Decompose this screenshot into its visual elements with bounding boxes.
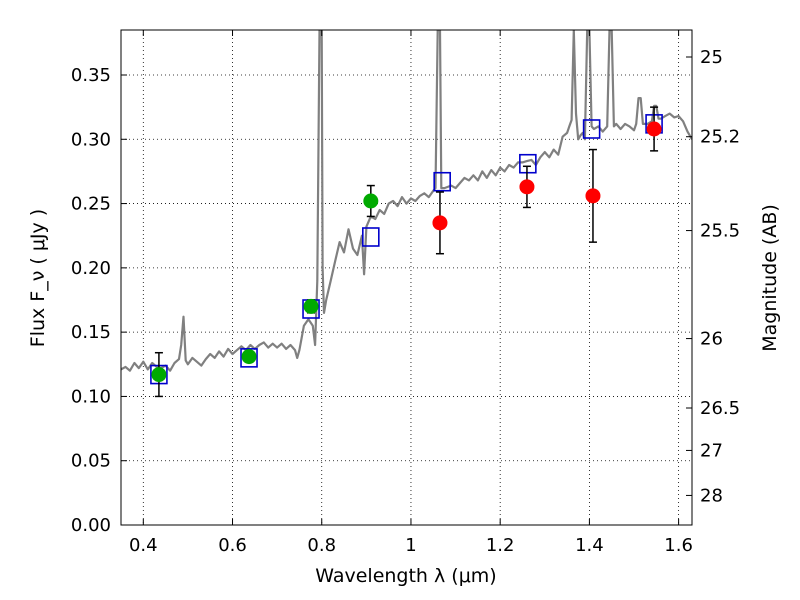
x-tick-label: 0.8 <box>307 535 336 556</box>
red-data-point <box>519 179 535 195</box>
y2-tick-label: 26.5 <box>700 398 740 419</box>
grid <box>121 30 692 526</box>
y2-tick-label: 28 <box>700 485 723 506</box>
plot-area <box>121 30 692 398</box>
y-tick-label: 0.20 <box>71 258 111 279</box>
red-data-point <box>585 188 601 204</box>
model-square-point <box>362 227 380 247</box>
y-tick-label: 0.25 <box>71 194 111 215</box>
plot-frame <box>120 29 693 526</box>
model-square-point <box>240 348 258 368</box>
y-tick-label: 0.15 <box>71 322 111 343</box>
x-axis-label: Wavelength λ (μm) <box>315 565 496 587</box>
x-tick-label: 1.2 <box>486 535 515 556</box>
y2-tick-label: 26 <box>700 329 723 350</box>
x-tick-label: 1 <box>405 535 416 556</box>
green-data-point <box>241 349 257 365</box>
y-tick-label: 0.30 <box>71 129 111 150</box>
x-tick-label: 1.6 <box>664 535 693 556</box>
x-tick-label: 1.4 <box>575 535 604 556</box>
red-data-point <box>432 215 448 231</box>
green-data-point <box>363 193 379 209</box>
green-data-point <box>303 298 319 314</box>
y-tick-label: 0.35 <box>71 65 111 86</box>
x-tick-label: 0.6 <box>218 535 247 556</box>
spectrum-line <box>121 30 692 372</box>
model-square-point <box>582 119 601 139</box>
red-data-point <box>646 121 662 137</box>
model-square-point <box>519 153 537 174</box>
y-tick-label: 0.10 <box>71 386 111 407</box>
model-square-point <box>433 171 451 192</box>
green-data-point <box>151 367 167 383</box>
y2-tick-label: 27 <box>700 440 723 461</box>
y-tick-label: 0.05 <box>71 451 111 472</box>
axis-ticks: 0.4 0.6 0.8 1 1.2 1.4 1.6 0.00 0.05 0.10 0.15 0.20 0… <box>71 30 740 556</box>
y2-axis-label: Magnitude (AB) <box>759 204 781 352</box>
x-tick-label: 0.4 <box>129 535 158 556</box>
y-tick-label: 0.00 <box>71 515 111 536</box>
y2-tick-label: 25 <box>700 47 723 68</box>
y-axis-label: Flux F_ν ( μJy ) <box>27 209 49 347</box>
y2-tick-label: 25.2 <box>700 127 740 148</box>
y2-tick-label: 25.5 <box>700 221 740 242</box>
